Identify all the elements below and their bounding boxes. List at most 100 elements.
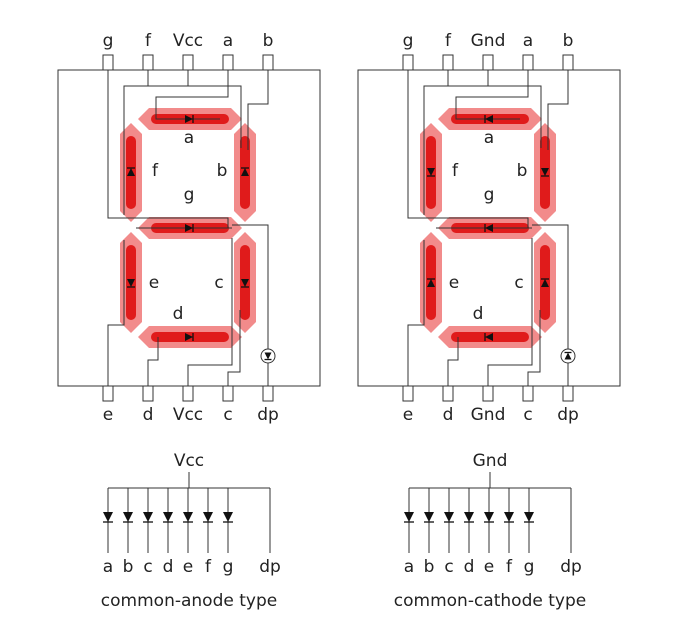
- top-pin-label-3: a: [223, 31, 233, 51]
- top-pin-label-4: b: [263, 31, 274, 51]
- top-pin-label-2: Gnd: [471, 31, 506, 51]
- top-pin-label-1: f: [445, 31, 452, 51]
- schematic-pin-label-4: e: [484, 557, 494, 577]
- bottom-pin: [442, 385, 454, 402]
- schematic-2: Gnd a b c d e f g dp common-cathode type: [394, 451, 586, 611]
- diode-triangle: [464, 512, 474, 522]
- wire-e: [407, 240, 425, 386]
- wire-c: [527, 310, 541, 386]
- top-pin-label-4: b: [563, 31, 574, 51]
- diode-triangle: [427, 168, 435, 176]
- bottom-pin: [482, 385, 494, 402]
- segment-label-c: c: [214, 273, 223, 293]
- bottom-pin: [262, 385, 274, 402]
- schematic-pin-label-3: d: [464, 557, 475, 577]
- wire-common-top-b: [188, 85, 242, 148]
- bottom-pin-label-1: d: [143, 405, 154, 425]
- bottom-pin: [222, 385, 234, 402]
- wire-common-bottom: [187, 240, 233, 386]
- wire-a: [155, 70, 229, 120]
- wire-common-bottom: [487, 240, 533, 386]
- segment-label-a: a: [184, 128, 194, 148]
- schematic-diode-icon: [223, 512, 233, 523]
- wire-b: [547, 70, 569, 150]
- schematic-diode-icon: [424, 512, 434, 523]
- schematic-pin-label-5: f: [506, 557, 513, 577]
- diode-g-icon: [185, 224, 194, 232]
- schematic-diode-icon: [464, 512, 474, 523]
- diode-triangle: [424, 512, 434, 522]
- diode-triangle: [427, 279, 435, 287]
- schematic-pin-label-6: g: [524, 557, 535, 577]
- segment-label-a: a: [484, 128, 494, 148]
- top-pin-label-3: a: [523, 31, 533, 51]
- diode-triangle: [524, 512, 534, 522]
- segment-label-b: b: [217, 161, 228, 181]
- diode-triangle: [163, 512, 173, 522]
- wire-e: [107, 240, 125, 386]
- bottom-pin: [562, 385, 574, 402]
- top-pin: [402, 54, 414, 71]
- schematic-diode-icon: [163, 512, 173, 523]
- schematic-pin-label-0: a: [103, 557, 113, 577]
- diode-a-icon: [185, 115, 194, 123]
- type-label: common-anode type: [101, 591, 277, 611]
- diode-g-icon: [484, 224, 493, 232]
- top-pin-label-0: g: [403, 31, 414, 51]
- wire-common-top-b: [488, 85, 542, 148]
- common-label: Vcc: [174, 451, 204, 471]
- segment-label-f: f: [452, 161, 459, 181]
- diode-d-icon: [484, 333, 493, 341]
- schematic-pin-label-7: dp: [560, 557, 582, 577]
- schematic-diode-icon: [444, 512, 454, 523]
- diode-a-icon: [484, 115, 493, 123]
- diode-triangle: [541, 279, 549, 287]
- diode-b-icon: [241, 167, 249, 176]
- bottom-pin: [102, 385, 114, 402]
- type-label: common-cathode type: [394, 591, 586, 611]
- diode-triangle: [444, 512, 454, 522]
- diode-triangle: [241, 168, 249, 176]
- top-pin: [102, 54, 114, 71]
- schematic-diode-icon: [504, 512, 514, 523]
- bottom-pin-label-4: dp: [557, 405, 579, 425]
- segment-label-b: b: [517, 161, 528, 181]
- wire-dp: [532, 224, 569, 349]
- bottom-pin-label-3: c: [223, 405, 232, 425]
- diode-dp-icon: [264, 352, 272, 361]
- bottom-pin-label-1: d: [443, 405, 454, 425]
- schematic-diode-icon: [143, 512, 153, 523]
- top-pin: [482, 54, 494, 71]
- schematic-pin-label-6: g: [223, 557, 234, 577]
- common-label: Gnd: [473, 451, 508, 471]
- segment-label-e: e: [449, 273, 459, 293]
- wire-d: [147, 337, 159, 386]
- top-pin: [442, 54, 454, 71]
- top-pin: [182, 54, 194, 71]
- diode-b-icon: [541, 168, 549, 177]
- schematic-pin-label-2: c: [143, 557, 152, 577]
- schematic-diode-icon: [203, 512, 213, 523]
- bottom-pin: [182, 385, 194, 402]
- diode-triangle: [143, 512, 153, 522]
- diode-e-icon: [127, 279, 135, 288]
- wire-g: [407, 70, 529, 228]
- diode-triangle: [203, 512, 213, 522]
- diode-triangle: [183, 512, 193, 522]
- bottom-pin-label-4: dp: [257, 405, 279, 425]
- diode-triangle: [404, 512, 414, 522]
- segment-label-f: f: [152, 161, 159, 181]
- schematic-1: Vcc a b c d e f g dp common-anode type: [101, 451, 281, 611]
- schematic-pin-label-2: c: [444, 557, 453, 577]
- diode-triangle: [485, 224, 493, 232]
- diode-triangle: [127, 168, 135, 176]
- bottom-pin-label-0: e: [103, 405, 113, 425]
- schematic-diode-icon: [103, 512, 113, 523]
- diode-dp-icon: [564, 351, 572, 360]
- schematic-pin-label-5: f: [205, 557, 212, 577]
- diode-triangle: [185, 333, 193, 341]
- top-pin-label-2: Vcc: [173, 31, 203, 51]
